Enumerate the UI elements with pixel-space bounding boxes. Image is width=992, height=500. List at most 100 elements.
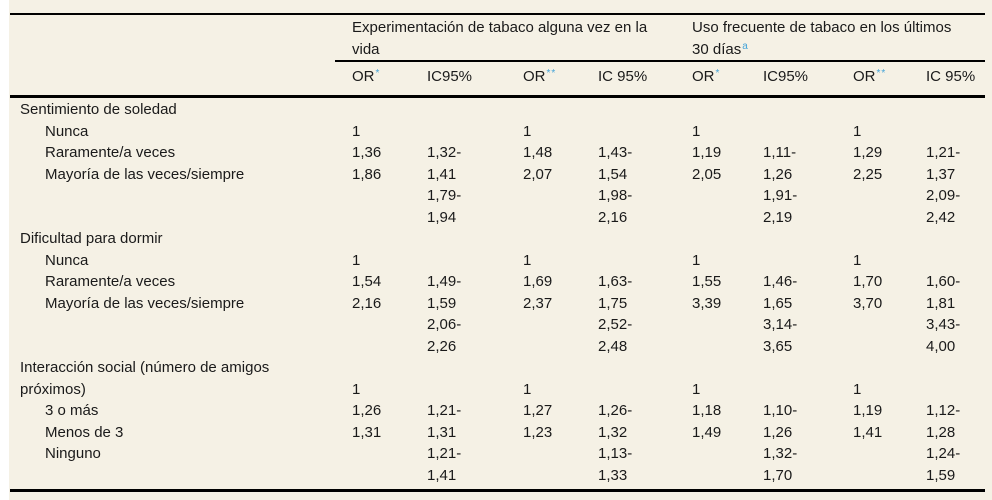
table-cell: [916, 358, 985, 380]
table-cell: 2,37: [523, 294, 553, 312]
table-cell: 2,09-: [926, 187, 961, 204]
table-cell: 1,32-: [763, 445, 798, 462]
table-cell: [916, 122, 985, 144]
table-cell: 1,48: [523, 144, 553, 161]
table-cell: 1,28: [926, 423, 956, 441]
column-header-8: IC 95%: [916, 68, 985, 88]
group-underline-rule: [335, 60, 985, 62]
table-cell: 1,49: [692, 423, 722, 441]
table-row: Sentimiento de soledad: [10, 100, 985, 122]
table-cell: [417, 122, 513, 144]
row-label-stub: [10, 17, 342, 62]
table-cell: [588, 100, 682, 122]
row-label: [10, 466, 342, 488]
row-label: Mayoría de las veces/siempre: [45, 294, 245, 312]
column-header-label: OR: [853, 68, 876, 85]
row-label: Raramente/a veces: [45, 144, 176, 161]
table-cell: [417, 358, 513, 380]
table-cell: [588, 358, 682, 380]
table-cell: 1,54: [352, 273, 382, 290]
row-label: Mayoría de las veces/siempre: [45, 165, 245, 183]
table-cell: 1,32: [598, 423, 628, 441]
table-cell: 1,59: [926, 466, 956, 484]
table-cell: 1,21-: [926, 144, 961, 161]
table-cell: [342, 100, 417, 122]
table-cell: [682, 444, 753, 466]
table-cell: [753, 380, 843, 402]
table-cell: 1,37: [926, 165, 956, 183]
table-cell: [513, 315, 588, 337]
table-cell: [342, 466, 417, 488]
table-row: próximos) 1 1 1 1: [10, 380, 985, 402]
table-row: 3 o más 1,26 1,21- 1,27 1,26- 1,18 1,10- 1,19 1,…: [10, 401, 985, 423]
table-cell: 1,12-: [926, 402, 961, 419]
row-label-stub: [10, 68, 342, 88]
statistics-table: Experimentación de tabaco alguna vez en …: [10, 0, 985, 500]
table-cell: [753, 229, 843, 251]
table-cell: 1,33: [598, 466, 628, 484]
header-rule: [10, 95, 985, 98]
column-header-6: IC95%: [753, 68, 843, 88]
table-cell: [753, 358, 843, 380]
table-cell: 3,70: [853, 294, 883, 312]
column-group-title-text: vida: [352, 40, 380, 58]
table-cell: [588, 380, 682, 402]
table-cell: 2,25: [853, 165, 883, 183]
column-group-title-line: 30 díasa: [692, 39, 985, 63]
table-cell: [513, 358, 588, 380]
table-cell: 2,42: [926, 208, 956, 226]
table-cell: 1: [692, 122, 701, 140]
table-cell: 1,49-: [427, 273, 462, 290]
footnote-marker[interactable]: a: [742, 40, 749, 52]
table-cell: [588, 229, 682, 251]
table-row: Nunca 1 1 1 1: [10, 251, 985, 273]
table-cell: 1,13-: [598, 445, 633, 462]
table-cell: [682, 229, 753, 251]
table-row: 2,26 2,48 3,65 4,00: [10, 337, 985, 359]
table-cell: 2,48: [598, 337, 628, 355]
footnote-marker[interactable]: **: [876, 68, 887, 79]
row-label: próximos): [20, 380, 86, 398]
column-header-2: IC95%: [417, 68, 513, 88]
column-group-title-text: Experimentación de tabaco alguna vez en …: [352, 19, 648, 36]
table-cell: [513, 208, 588, 230]
table-cell: 2,16: [598, 208, 628, 226]
table-row: Raramente/a veces 1,36 1,32- 1,48 1,43- 1,19 1…: [10, 143, 985, 165]
table-cell: 1,26-: [598, 402, 633, 419]
row-label: 3 o más: [45, 402, 99, 419]
table-cell: [513, 337, 588, 359]
footnote-marker[interactable]: **: [546, 68, 557, 79]
row-label: [10, 208, 342, 230]
table-row: 1,94 2,16 2,19 2,42: [10, 208, 985, 230]
column-header-label: IC95%: [427, 68, 473, 85]
table-cell: 1,70: [763, 466, 793, 484]
table-cell: 1: [853, 251, 862, 269]
column-group-title-line: vida: [352, 39, 682, 61]
column-group-title-text: Uso frecuente de tabaco en los últimos: [692, 19, 952, 36]
table-cell: [342, 208, 417, 230]
footnote-marker[interactable]: *: [375, 68, 381, 79]
table-cell: 1,19: [692, 144, 722, 161]
table-cell: 1,26: [763, 165, 793, 183]
row-label: Interacción social (número de amigos: [20, 359, 270, 376]
table-cell: 1,86: [352, 165, 382, 183]
top-rule: [10, 13, 985, 15]
table-cell: [342, 358, 417, 380]
table-cell: 1,69: [523, 273, 553, 290]
column-header-label: IC95%: [763, 68, 809, 85]
table-cell: 1,91-: [763, 187, 798, 204]
footnote-marker[interactable]: *: [715, 68, 721, 79]
table-cell: 1,98-: [598, 187, 633, 204]
table-row: Mayoría de las veces/siempre 2,16 1,59 2,37…: [10, 294, 985, 316]
row-label: Dificultad para dormir: [20, 230, 163, 247]
table-body: Sentimiento de soledad Nunca 1 1 1 1 Raramente…: [10, 100, 985, 487]
table-cell: 1,79-: [427, 187, 462, 204]
table-cell: 1: [853, 122, 862, 140]
table-cell: 1,32-: [427, 144, 462, 161]
column-header-4: IC 95%: [588, 68, 682, 88]
table-cell: 3,43-: [926, 316, 961, 333]
column-header-label: IC 95%: [598, 68, 648, 85]
table-cell: [417, 380, 513, 402]
table-cell: 1: [523, 251, 532, 269]
column-header-7: OR**: [843, 68, 916, 88]
